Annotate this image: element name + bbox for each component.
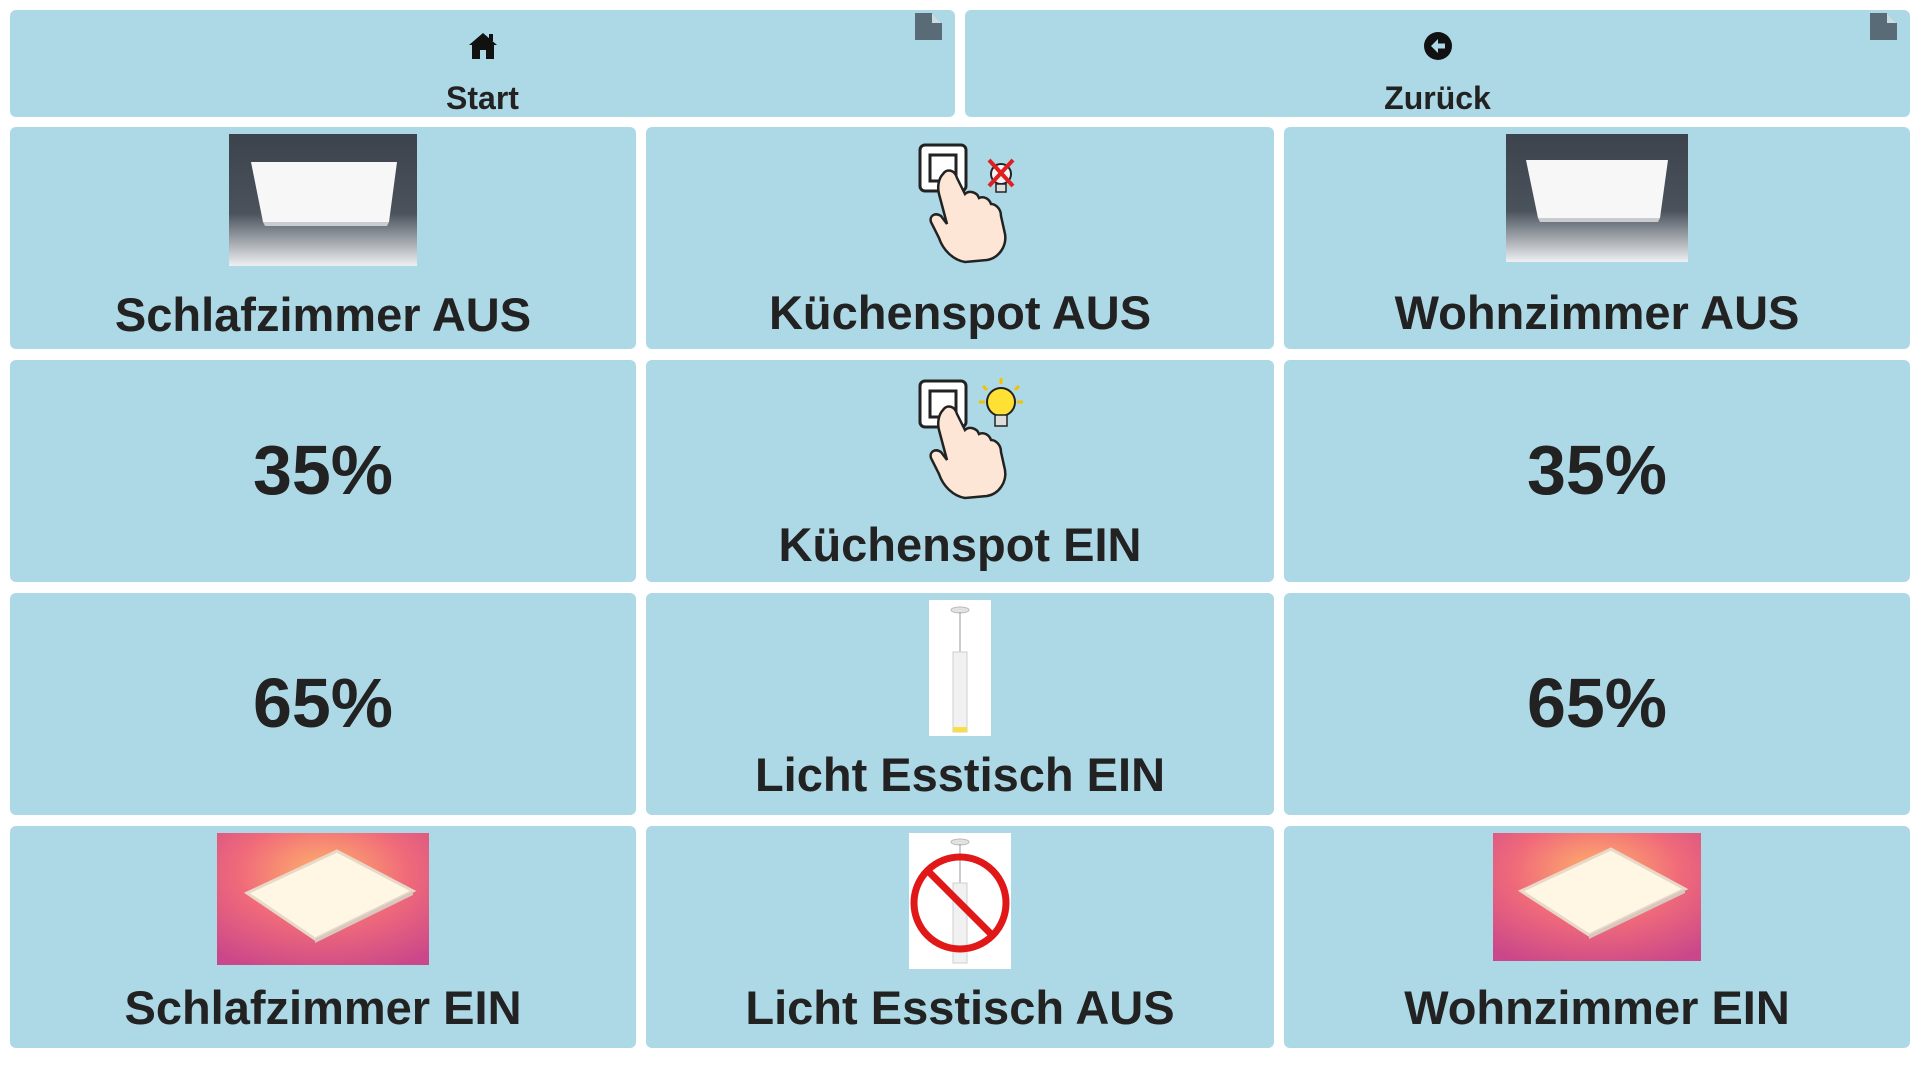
switch-off-icon	[918, 143, 1015, 264]
brightness-value: 65%	[252, 664, 394, 742]
tile-schlafzimmer-65[interactable]: 65%	[10, 593, 636, 815]
tile-schlafzimmer-aus[interactable]: Schlafzimmer AUS	[10, 127, 636, 349]
start-label: Start	[446, 80, 519, 116]
ceiling-panel-off-image	[1506, 134, 1688, 262]
tile-schlafzimmer-ein[interactable]: Schlafzimmer EIN	[10, 826, 636, 1048]
pendant-lamp-off-image	[909, 833, 1011, 969]
start-button[interactable]: Start	[10, 10, 955, 117]
brightness-value: 65%	[1526, 664, 1668, 742]
ceiling-panel-on-image	[217, 833, 429, 965]
tile-kuechenspot-ein[interactable]: Küchenspot EIN	[646, 360, 1274, 582]
tile-wohnzimmer-ein[interactable]: Wohnzimmer EIN	[1284, 826, 1910, 1048]
back-label: Zurück	[1384, 80, 1491, 116]
tile-label: Küchenspot AUS	[768, 286, 1152, 339]
tile-schlafzimmer-35[interactable]: 35%	[10, 360, 636, 582]
page-corner-icon	[915, 13, 942, 40]
tile-label: Licht Esstisch EIN	[754, 748, 1166, 801]
tile-wohnzimmer-65[interactable]: 65%	[1284, 593, 1910, 815]
brightness-value: 35%	[252, 431, 394, 509]
tile-licht-esstisch-ein[interactable]: Licht Esstisch EIN	[646, 593, 1274, 815]
tile-label: Wohnzimmer EIN	[1404, 981, 1790, 1034]
tile-label: Licht Esstisch AUS	[745, 981, 1175, 1034]
arrow-circle-left-icon	[1423, 32, 1452, 60]
tile-kuechenspot-aus[interactable]: Küchenspot AUS	[646, 127, 1274, 349]
brightness-value: 35%	[1526, 431, 1668, 509]
tile-wohnzimmer-aus[interactable]: Wohnzimmer AUS	[1284, 127, 1910, 349]
home-icon	[468, 33, 497, 59]
ceiling-panel-off-image	[229, 134, 417, 266]
tile-label: Schlafzimmer AUS	[114, 288, 532, 341]
tile-licht-esstisch-aus[interactable]: Licht Esstisch AUS	[646, 826, 1274, 1048]
tile-label: Wohnzimmer AUS	[1394, 286, 1800, 339]
back-button[interactable]: Zurück	[965, 10, 1910, 117]
page-corner-icon	[1870, 13, 1897, 40]
tile-wohnzimmer-35[interactable]: 35%	[1284, 360, 1910, 582]
tile-label: Schlafzimmer EIN	[124, 981, 522, 1034]
pendant-lamp-on-image	[929, 600, 991, 736]
ceiling-panel-on-image	[1493, 833, 1701, 961]
switch-on-icon	[918, 378, 1023, 500]
tile-label: Küchenspot EIN	[778, 518, 1142, 571]
